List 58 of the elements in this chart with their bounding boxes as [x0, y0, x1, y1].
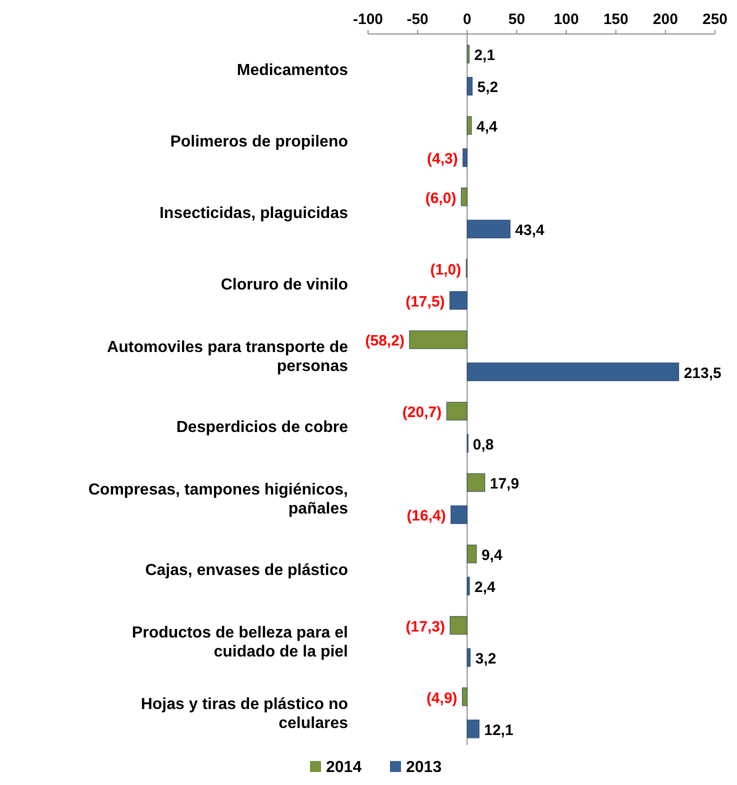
bar [466, 362, 680, 382]
data-label: 2,1 [474, 47, 496, 64]
bar [450, 291, 468, 310]
y-tick-label: Cloruro de vinilo [220, 276, 348, 294]
bar [409, 330, 468, 349]
bar [466, 220, 510, 238]
bar [462, 688, 468, 706]
bar [450, 505, 468, 524]
bar [462, 148, 468, 167]
data-label: 43,4 [515, 222, 546, 240]
data-label: (20,7) [402, 404, 442, 422]
data-label: 2,4 [474, 579, 496, 596]
bar [446, 402, 468, 420]
y-tick-label: Cajas, envases de plástico [145, 562, 348, 580]
x-tick-label: 250 [702, 11, 728, 28]
data-label: 0,8 [472, 436, 494, 454]
y-tick-label: Insecticidas, plaguicidas [159, 204, 348, 222]
y-tick-label: Desperdicios de cobre [176, 419, 348, 436]
y-tick-label: Hojas y tiras de plástico no celulares [140, 696, 348, 732]
x-tick-label: -50 [406, 11, 428, 28]
x-tick-label: 100 [554, 11, 579, 28]
bar [466, 648, 471, 667]
bar [466, 544, 477, 564]
bar [466, 473, 486, 492]
data-label: (6,0) [425, 190, 456, 207]
data-label: (17,3) [406, 618, 445, 636]
data-label: (16,4) [406, 508, 446, 525]
y-tick-label: Polimeros de propileno [170, 134, 348, 151]
data-label: 9,4 [481, 546, 503, 564]
data-label: 12,1 [484, 722, 514, 739]
data-label: 3,2 [475, 650, 496, 668]
x-tick-label: 200 [652, 11, 678, 28]
y-tick-label: Automoviles para transporte de personas [107, 338, 348, 375]
y-tick-label: Productos de belleza para el cuidado de la piel [132, 624, 348, 660]
x-tick-label: 0 [462, 11, 472, 28]
data-label: (4,3) [427, 150, 458, 168]
x-tick-label: 50 [508, 11, 526, 28]
bar [466, 116, 472, 135]
data-label: 4,4 [476, 118, 498, 136]
x-tick-label: -100 [352, 11, 384, 28]
x-tick-label: 150 [603, 11, 628, 28]
legend-label: 2013 [406, 759, 442, 776]
bar [466, 76, 473, 96]
data-label: 17,9 [490, 476, 520, 493]
data-label: (1,0) [430, 261, 462, 278]
legend-label: 2014 [326, 759, 362, 776]
bar [460, 188, 468, 206]
data-label: 213,5 [684, 364, 722, 382]
data-label: (58,2) [365, 332, 404, 350]
bar [466, 720, 480, 738]
y-tick-label: Compresas, tampones higiénicos, pañales [88, 482, 348, 518]
bar [466, 44, 470, 64]
y-tick-label: Medicamentos [236, 62, 348, 80]
data-label: (4,9) [426, 690, 458, 707]
data-label: 5,2 [477, 79, 498, 96]
data-label: (17,5) [406, 293, 445, 310]
bar [450, 616, 468, 635]
bar [466, 576, 470, 596]
